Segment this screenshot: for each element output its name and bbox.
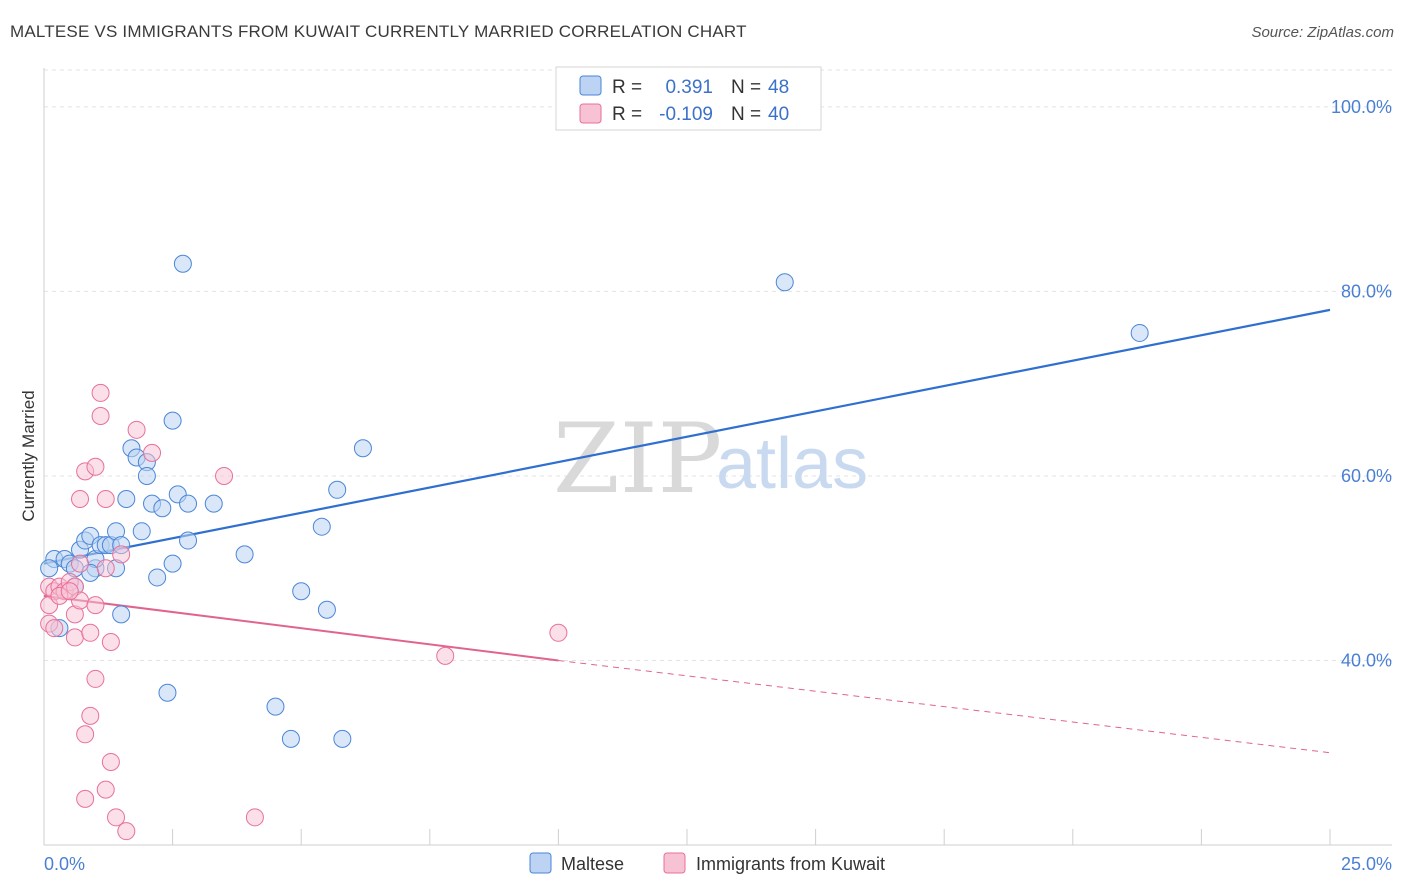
data-point-kuwait [76,725,95,744]
stats-r-value-maltese: 0.391 [665,77,713,98]
data-point-kuwait [96,490,115,509]
data-point-maltese [266,697,285,716]
data-point-kuwait [91,406,110,425]
data-point-kuwait [107,808,126,827]
y-tick-label: 60.0% [1341,466,1392,486]
grid-layer [44,69,1392,661]
stats-r-value-kuwait: -0.109 [659,104,713,125]
data-point-kuwait [65,628,84,647]
watermark-zip: ZIP [553,403,722,515]
stats-box: R = 0.391 N = 48 R = -0.109 N = 40 [555,66,822,131]
chart-title: MALTESE VS IMMIGRANTS FROM KUWAIT CURREN… [10,22,747,41]
x-tick-label: 25.0% [1341,854,1392,874]
x-tick-labels: 0.0% 25.0% [44,854,1392,874]
stats-r-label-kuwait: R = [612,104,642,125]
stats-n-value-kuwait: 40 [768,104,789,125]
data-point-maltese [204,494,223,513]
data-point-kuwait [96,780,115,799]
data-point-kuwait [127,420,146,439]
data-point-kuwait [71,554,90,573]
data-point-maltese [292,582,311,601]
data-point-kuwait [81,706,100,725]
data-point-maltese [112,605,131,624]
series-kuwait [40,383,568,841]
data-point-kuwait [81,623,100,642]
data-point-maltese [158,683,177,702]
stats-swatch-maltese [579,75,602,96]
data-point-kuwait [45,619,64,638]
data-point-kuwait [86,669,105,688]
data-point-maltese [312,517,331,536]
legend-label-maltese: Maltese [561,854,624,874]
data-point-kuwait [215,466,234,485]
stats-n-label-maltese: N = [731,77,761,98]
data-point-kuwait [86,596,105,615]
data-point-kuwait [101,752,120,771]
stats-swatch-kuwait [579,103,602,124]
data-point-kuwait [96,559,115,578]
data-point-maltese [173,254,192,273]
trend-line-kuwait [43,594,559,662]
data-point-kuwait [117,822,136,841]
y-tick-label: 80.0% [1341,281,1392,301]
data-point-kuwait [549,623,568,642]
legend-swatch-maltese [529,852,552,874]
data-point-maltese [775,273,794,292]
y-tick-labels: 40.0% 60.0% 80.0% 100.0% [1331,97,1392,671]
data-point-kuwait [112,545,131,564]
data-point-kuwait [60,582,79,601]
data-point-maltese [1130,323,1149,342]
data-point-maltese [179,494,198,513]
legend-swatch-kuwait [663,852,686,874]
x-tick-label: 0.0% [44,854,85,874]
data-point-kuwait [101,633,120,652]
data-point-kuwait [245,808,264,827]
data-point-maltese [353,439,372,458]
data-point-maltese [317,600,336,619]
legend-label-kuwait: Immigrants from Kuwait [696,854,885,874]
data-point-maltese [328,480,347,499]
watermark-atlas: atlas [716,424,868,504]
data-point-kuwait [86,457,105,476]
y-tick-label: 40.0% [1341,650,1392,670]
data-point-maltese [163,411,182,430]
data-point-maltese [153,499,172,518]
data-point-kuwait [71,490,90,509]
y-tick-label: 100.0% [1331,97,1392,117]
stats-r-label-maltese: R = [612,77,642,98]
source-label: Source: ZipAtlas.com [1251,24,1394,41]
data-point-kuwait [91,383,110,402]
data-point-maltese [235,545,254,564]
data-point-maltese [137,466,156,485]
trend-lines [43,308,1331,754]
data-point-maltese [163,554,182,573]
data-point-maltese [179,531,198,550]
watermark: ZIP atlas [553,403,868,515]
stats-n-value-maltese: 48 [768,77,789,98]
data-point-maltese [40,559,59,578]
trend-line-maltese [43,308,1331,565]
data-point-maltese [117,490,136,509]
y-axis-label: Currently Married [19,390,38,521]
legend: Maltese Immigrants from Kuwait [529,852,885,874]
stats-n-label-kuwait: N = [731,104,761,125]
data-point-maltese [148,568,167,587]
axes-layer [43,68,1392,846]
data-point-maltese [132,522,151,541]
data-point-kuwait [76,789,95,808]
data-point-maltese [333,729,352,748]
data-point-maltese [281,729,300,748]
data-point-kuwait [436,646,455,665]
data-point-kuwait [143,443,162,462]
trend-line-kuwait-extension [558,659,1331,754]
